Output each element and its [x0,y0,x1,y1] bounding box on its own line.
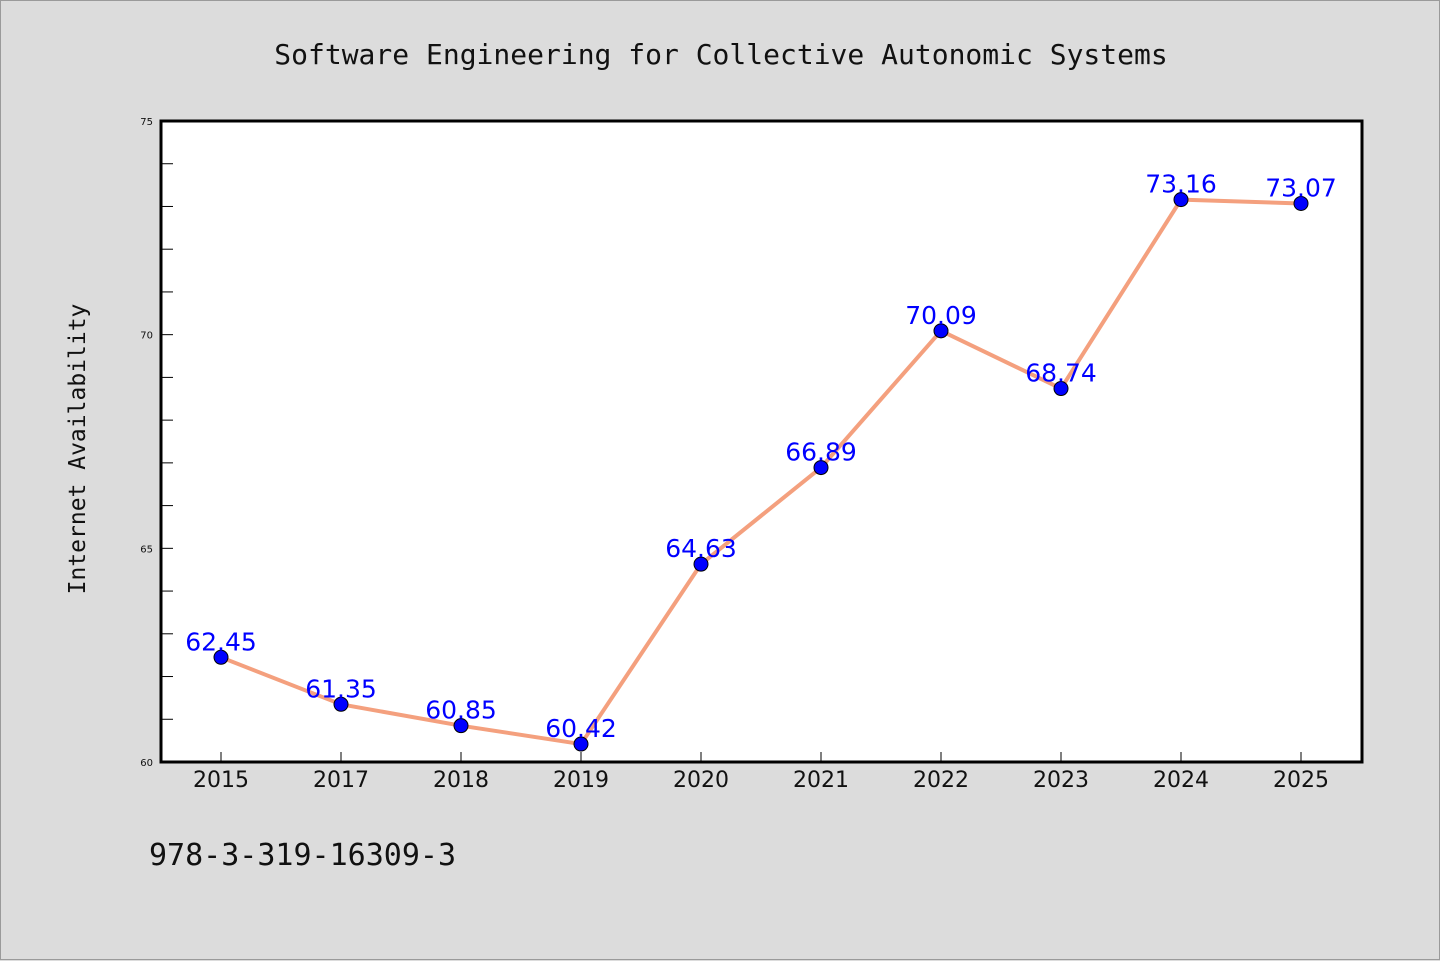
data-label: 61.35 [305,674,377,703]
y-axis: 60 65 70 75 [140,117,173,769]
data-point [333,696,349,712]
data-point [573,736,589,752]
data-label: 68.74 [1025,359,1097,388]
data-point [1293,195,1309,211]
data-label: 66.89 [785,438,857,467]
x-tick-label: 2017 [313,768,369,793]
x-tick-label: 2015 [193,768,249,793]
x-tick-label: 2023 [1033,768,1089,793]
x-tick-label: 2025 [1273,768,1329,793]
x-tick-label: 2019 [553,768,609,793]
data-point [1173,192,1189,208]
plot-area [159,119,1364,764]
data-point [213,649,229,665]
data-point [933,323,949,339]
x-tick-label: 2024 [1153,768,1209,793]
data-point [453,718,469,734]
data-point [1053,381,1069,397]
x-tick-label: 2018 [433,768,489,793]
x-tick-label: 2020 [673,768,729,793]
y-tick-label: 70 [140,331,153,342]
data-label: 60.85 [425,696,497,725]
x-axis: 2015 2017 2018 2019 2020 2021 2022 2023 2024 2025 [193,752,1329,793]
isbn-footer: 978-3-319-16309-3 [149,838,456,873]
y-tick-label: 65 [140,544,153,555]
x-tick-label: 2022 [913,768,969,793]
data-label: 60.42 [545,714,617,743]
chart-title: Software Engineering for Collective Auto… [274,38,1167,71]
data-label: 70.09 [905,301,977,330]
data-label: 73.07 [1265,173,1337,202]
x-tick-label: 2021 [793,768,849,793]
data-point [693,556,709,572]
y-tick-label: 60 [140,758,153,769]
series-line [219,197,1303,747]
y-axis-label: Internet Availability [65,304,91,595]
data-label: 64.63 [665,534,737,563]
data-point [813,460,829,476]
data-label: 62.45 [185,627,257,656]
data-label: 73.16 [1145,170,1217,199]
series-layer: 62.45 61.35 60.85 60.42 64.63 66.89 70.09 68.74… [185,170,1337,752]
y-tick-label: 75 [140,117,153,128]
